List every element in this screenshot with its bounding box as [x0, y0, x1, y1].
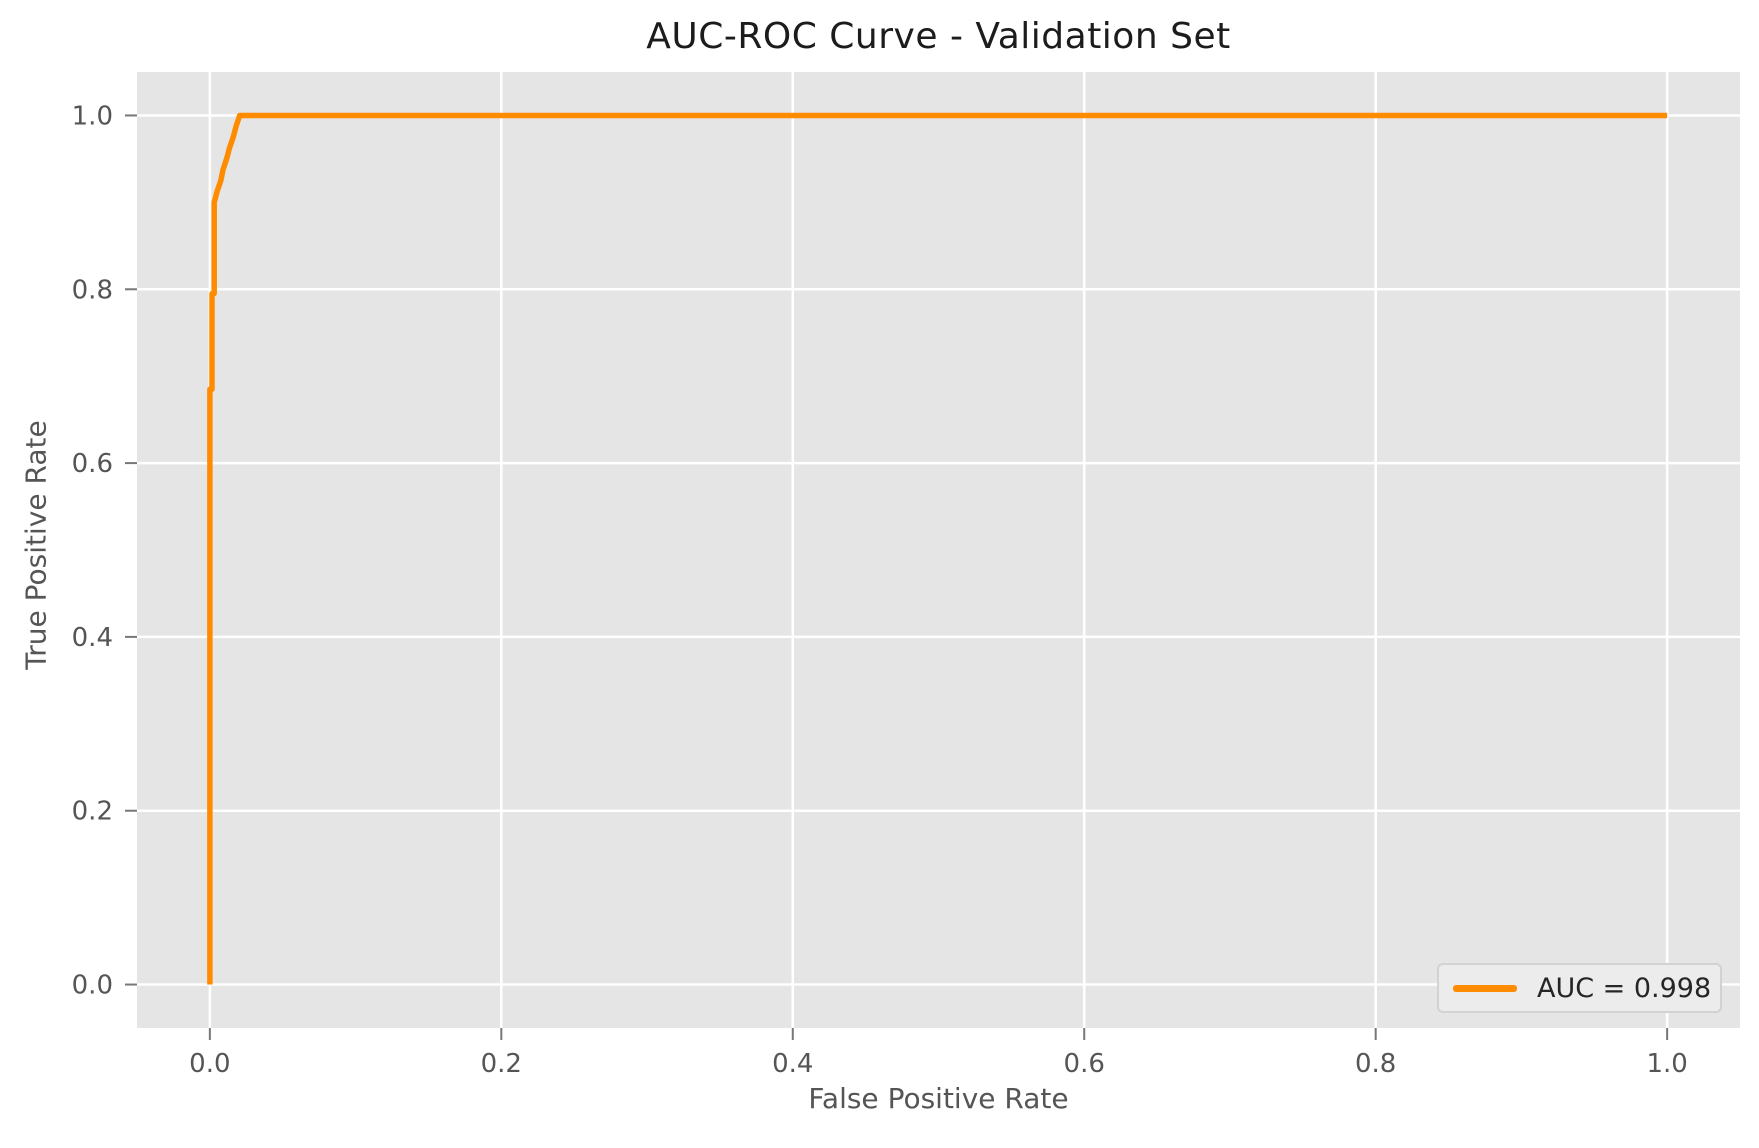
legend: AUC = 0.998: [1437, 963, 1722, 1013]
x-tick-label: 0.6: [1064, 1049, 1105, 1079]
chart-title: AUC-ROC Curve - Validation Set: [646, 16, 1231, 57]
y-tick-label: 0.4: [72, 623, 113, 653]
y-tick-label: 0.6: [72, 449, 113, 479]
x-tick-label: 0.2: [481, 1049, 522, 1079]
legend-label: AUC = 0.998: [1537, 972, 1712, 1004]
y-tick-label: 0.8: [72, 275, 113, 305]
x-tick-label: 1.0: [1646, 1049, 1687, 1079]
y-tick-label: 0.2: [72, 797, 113, 827]
legend-line-sample: [1453, 984, 1517, 992]
x-tick-label: 0.0: [189, 1049, 230, 1079]
y-axis-label: True Positive Rate: [19, 420, 53, 670]
plot-background: [137, 72, 1740, 1028]
x-axis-label: False Positive Rate: [808, 1082, 1069, 1115]
x-tick-label: 0.8: [1355, 1049, 1396, 1079]
x-tick-label: 0.4: [772, 1049, 813, 1079]
y-tick-label: 0.0: [72, 971, 113, 1001]
roc-curve: [207, 112, 1668, 985]
y-tick-label: 1.0: [72, 101, 113, 131]
